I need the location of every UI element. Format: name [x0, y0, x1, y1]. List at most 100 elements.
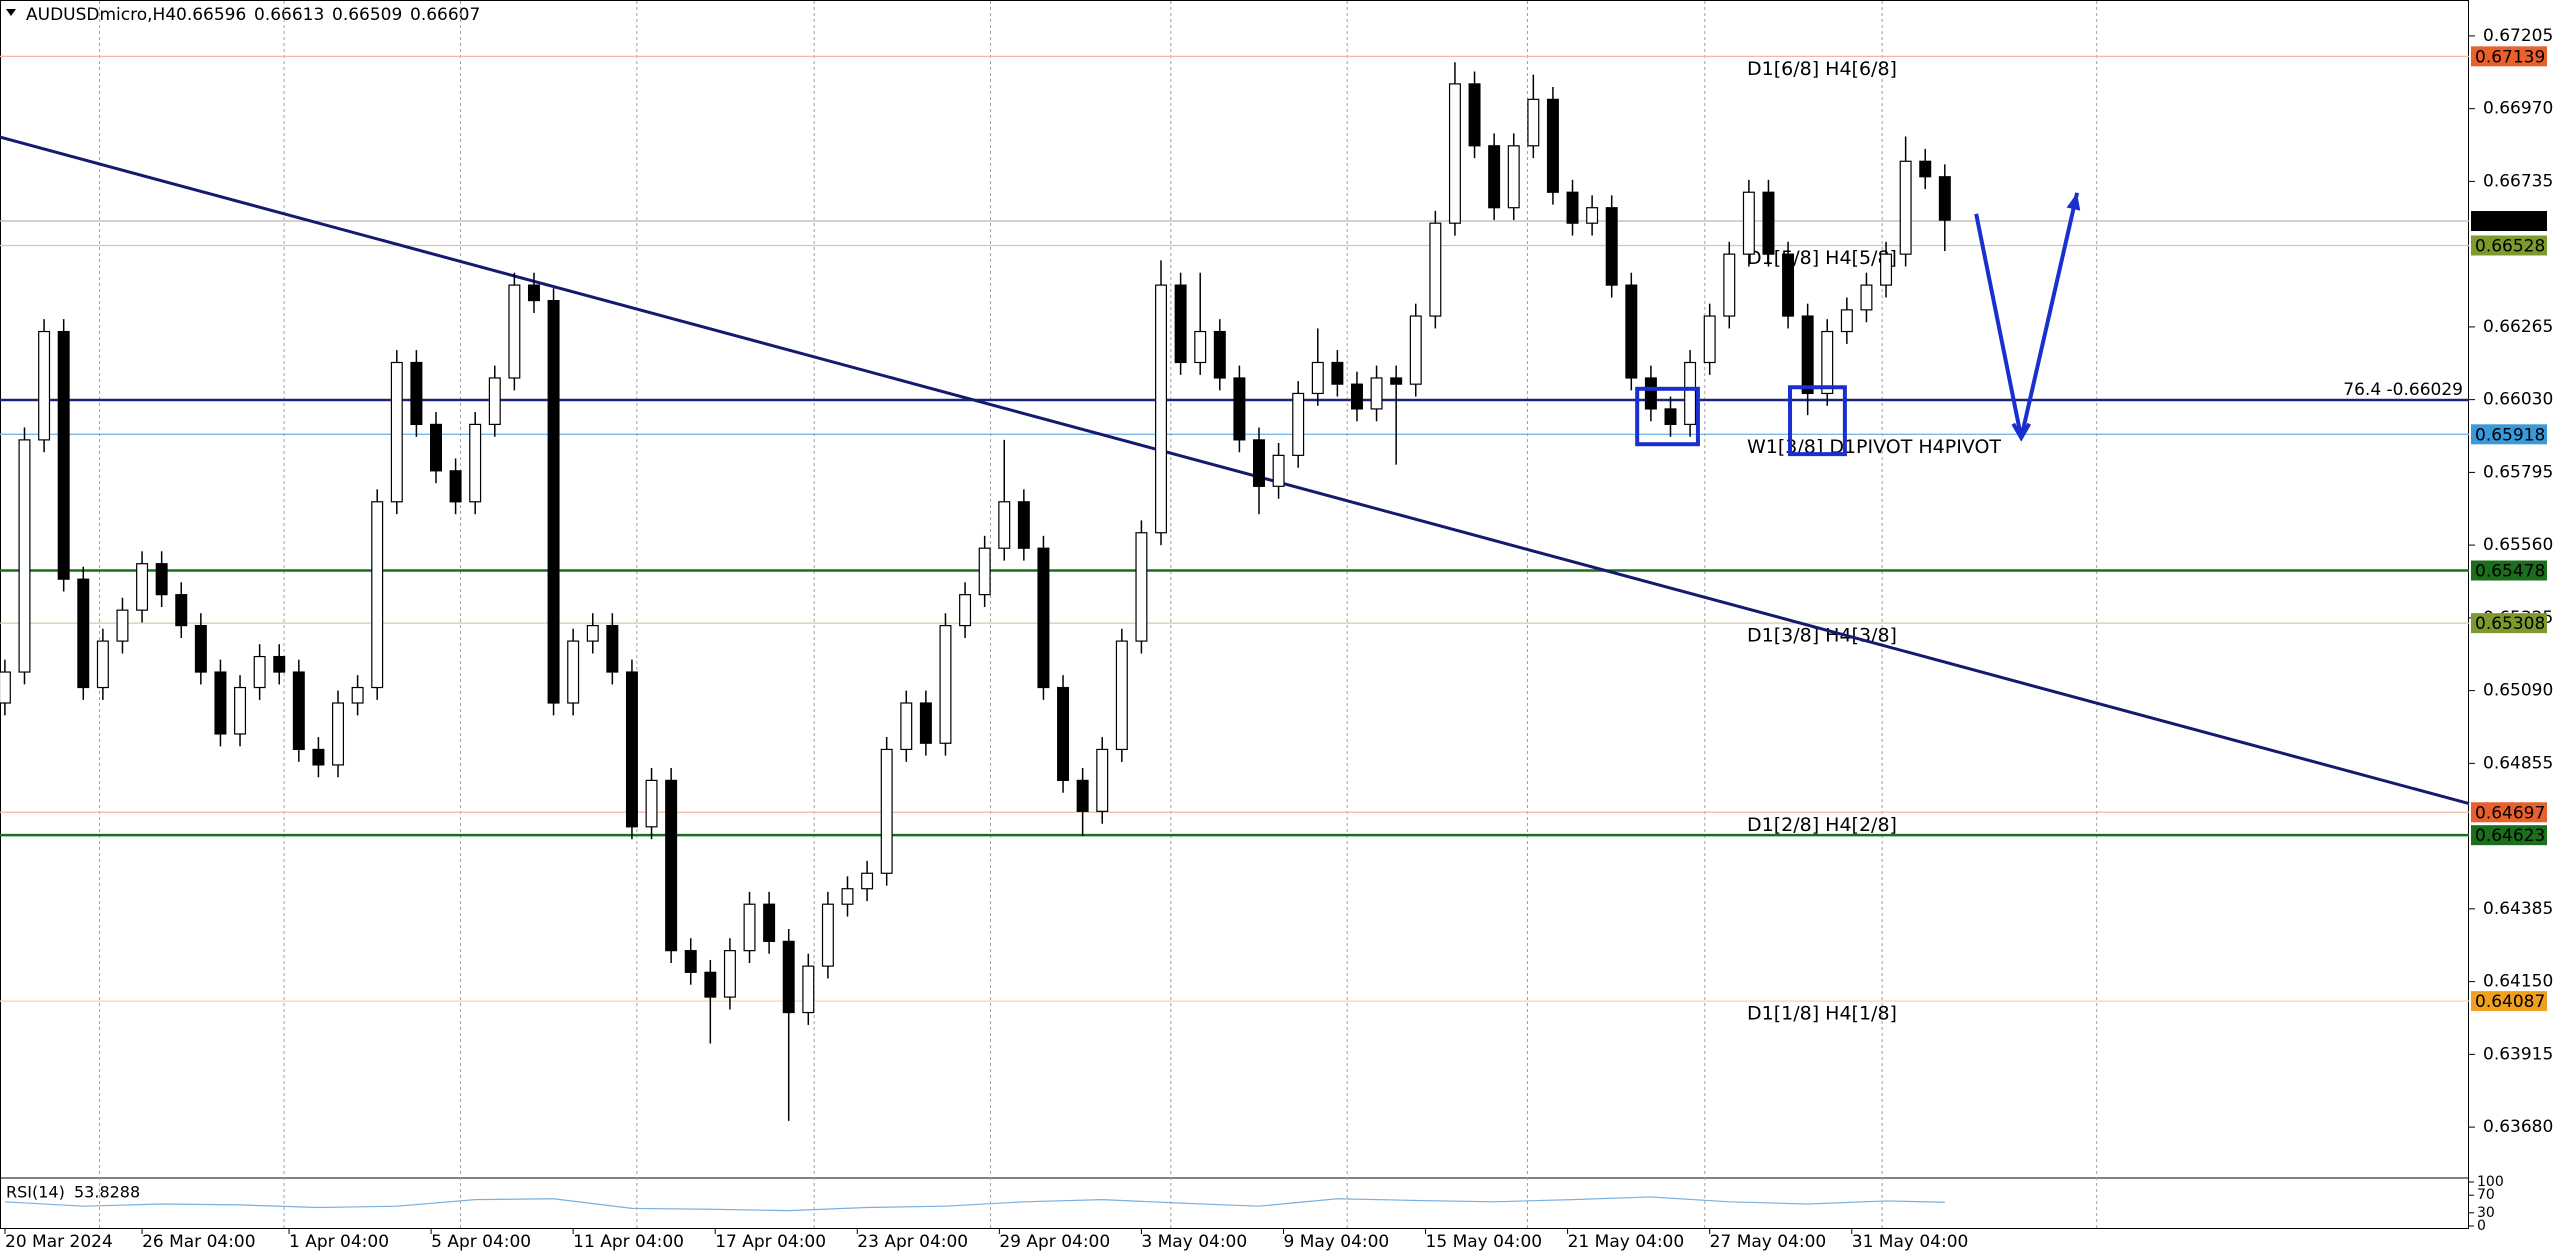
candle-body	[508, 284, 521, 379]
candle-body	[234, 686, 247, 735]
y-tick-label: 0.63680	[2483, 1117, 2553, 1137]
candle-body	[410, 361, 423, 426]
y-tick-label: 0.64150	[2483, 972, 2553, 992]
candle-body	[1331, 361, 1344, 385]
level-note: 76.4 -0.66029	[2343, 380, 2463, 400]
candle-body	[1096, 748, 1109, 812]
rsi-tick-label: 0	[2477, 1218, 2486, 1234]
candle-body	[18, 439, 31, 673]
menu-triangle[interactable]	[6, 9, 16, 16]
candle-body	[175, 594, 188, 627]
candle-body	[1566, 191, 1579, 224]
candle-body	[880, 748, 893, 874]
price-box-label: 0.64087	[2475, 992, 2545, 1012]
candle-body	[704, 971, 717, 998]
candle-body	[1586, 207, 1599, 224]
arrow-tip	[2011, 422, 2031, 442]
level-note: D1[6/8] H4[6/8]	[1747, 58, 1897, 80]
candle-body	[57, 330, 70, 580]
candle-body	[1880, 253, 1893, 286]
candle-body	[155, 563, 168, 596]
y-tick-label: 0.67205	[2483, 26, 2553, 46]
price-box	[2471, 991, 2547, 1012]
arrow-head	[2066, 192, 2081, 211]
rsi-tick-label: 100	[2477, 1174, 2504, 1190]
candle-body	[1507, 145, 1520, 209]
x-tick-label: 27 May 04:00	[1710, 1232, 1827, 1252]
candle-body	[1684, 361, 1697, 426]
price-box-label: 0.66528	[2475, 236, 2545, 256]
candle-body	[1801, 315, 1814, 395]
x-tick-label: 5 Apr 04:00	[431, 1232, 531, 1252]
candle-body	[1840, 309, 1853, 333]
candle-body	[1409, 315, 1422, 385]
candle-body	[469, 423, 482, 503]
candle-body	[1311, 361, 1324, 395]
symbol: AUDUSDmicro,H4	[26, 5, 176, 25]
candle-body	[1017, 501, 1030, 549]
candle-body	[1213, 330, 1226, 379]
candle-body	[253, 655, 266, 689]
candle-body	[351, 686, 364, 704]
candle-body	[900, 702, 913, 751]
candle-body	[1429, 222, 1442, 317]
candle-body	[1037, 547, 1050, 689]
candle-body	[665, 779, 678, 952]
y-tick-label: 0.66265	[2483, 317, 2553, 337]
rsi-tick-label: 70	[2477, 1187, 2495, 1203]
header-price: 0.66509	[332, 5, 402, 25]
x-tick-label: 11 Apr 04:00	[573, 1232, 684, 1252]
trendline	[0, 135, 2470, 806]
x-tick-label: 31 May 04:00	[1852, 1232, 1969, 1252]
candle-body	[1272, 454, 1285, 487]
price-box	[2471, 825, 2547, 846]
candle-body	[1488, 145, 1501, 209]
highlight-box	[1635, 386, 1700, 447]
candle-body	[1370, 377, 1383, 410]
candle-body	[1135, 532, 1148, 642]
candle-body	[586, 625, 599, 642]
candle-body	[214, 671, 227, 735]
price-box	[2471, 235, 2547, 256]
candle-body	[625, 671, 638, 828]
candle-body	[645, 779, 658, 828]
candle-body	[959, 594, 972, 627]
candle-body	[567, 640, 580, 704]
candle-body	[1821, 330, 1834, 395]
x-tick-label: 21 May 04:00	[1568, 1232, 1685, 1252]
price-box-label: 0.66607	[2475, 212, 2545, 232]
x-tick-label: 9 May 04:00	[1283, 1232, 1389, 1252]
candle-body	[1546, 98, 1559, 193]
candle-body	[1762, 191, 1775, 255]
level-note: D1[1/8] H4[1/8]	[1747, 1003, 1897, 1025]
rsi-current: 53.8288	[74, 1183, 140, 1202]
candle-body	[1527, 98, 1540, 147]
x-tick-label: 29 Apr 04:00	[999, 1232, 1110, 1252]
candle-body	[488, 377, 501, 426]
candle-body	[1253, 439, 1265, 487]
candle-body	[763, 903, 776, 942]
price-box-label: 0.65478	[2475, 562, 2545, 582]
price-box-label: 0.64697	[2475, 803, 2545, 823]
candle-body	[194, 625, 207, 673]
candle-body	[1919, 160, 1932, 178]
candle-body	[1292, 392, 1305, 456]
price-box	[2471, 802, 2547, 823]
price-box-label: 0.67139	[2475, 47, 2545, 67]
level-note: D1[2/8] H4[2/8]	[1747, 814, 1897, 836]
candle-body	[1448, 83, 1461, 224]
candle-body	[0, 671, 11, 704]
y-tick-label: 0.66030	[2483, 390, 2553, 410]
candle-body	[606, 625, 619, 673]
x-tick-label: 15 May 04:00	[1426, 1232, 1543, 1252]
price-box-label: 0.64623	[2475, 826, 2545, 846]
price-box-label: 0.65308	[2475, 614, 2545, 634]
candle-body	[116, 609, 129, 642]
header-price: 0.66596	[176, 5, 246, 25]
y-tick-label: 0.65795	[2483, 462, 2553, 482]
price-box	[2471, 211, 2547, 232]
x-tick-label: 23 Apr 04:00	[857, 1232, 968, 1252]
candle-body	[1057, 686, 1070, 781]
x-tick-label: 20 Mar 2024	[5, 1232, 113, 1252]
candle-body	[1194, 330, 1207, 364]
